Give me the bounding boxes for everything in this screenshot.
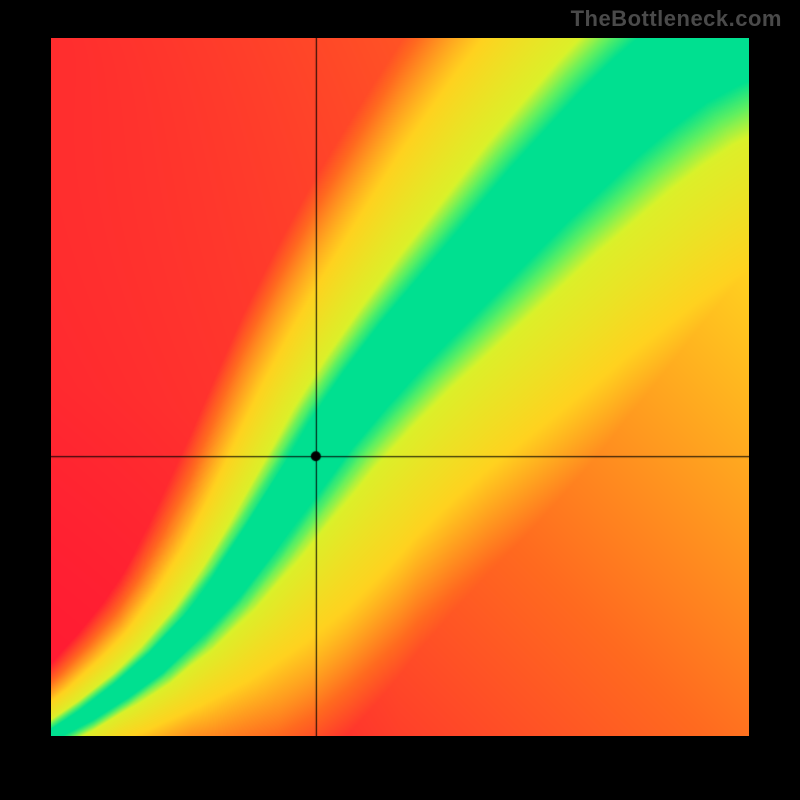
- watermark-text: TheBottleneck.com: [571, 6, 782, 32]
- chart-container: TheBottleneck.com: [0, 0, 800, 800]
- heatmap-canvas: [51, 38, 749, 736]
